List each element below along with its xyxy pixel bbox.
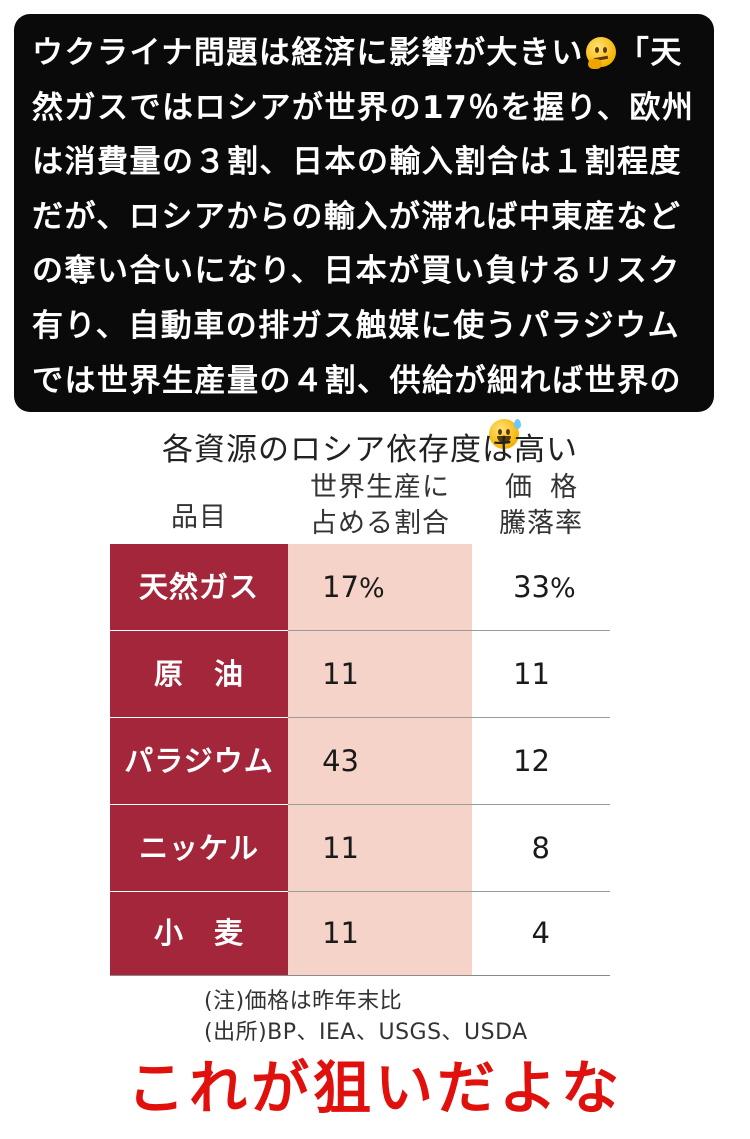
share-value: 11 [322, 657, 359, 691]
row-divider [110, 717, 610, 718]
item-cell: パラジウム [124, 744, 274, 778]
row-divider [110, 891, 610, 892]
table-row: ニッケル 11 8 [110, 805, 610, 891]
share-unit: % [359, 573, 385, 604]
header-price-line1: 価格 [505, 472, 595, 503]
share-value: 43 [322, 744, 359, 778]
item-column-background [110, 544, 288, 976]
caption-overlay: ウクライナ問題は経済に影響が大きい 「天然ガスではロシアが世界の17％を握り、欧州… [14, 14, 714, 453]
header-item-label: 品目 [171, 502, 227, 533]
share-cell: 11 [288, 805, 472, 891]
price-value: 4 [531, 916, 550, 950]
table-row: 天然ガス 17% 33% [110, 544, 610, 630]
item-cell: ニッケル [138, 831, 259, 865]
price-cell: 12 [472, 718, 610, 804]
footer-comment: これが狙いだよな [126, 1054, 623, 1122]
caption-text: ウクライナ問題は経済に影響が大きい 「天然ガスではロシアが世界の17％を握り、欧州… [32, 26, 700, 463]
share-cell: 11 [288, 890, 472, 976]
price-value: 33 [513, 570, 550, 604]
price-value: 12 [513, 744, 550, 778]
price-cell: 8 [472, 805, 610, 891]
share-cell: 11 [288, 631, 472, 717]
share-column-background [288, 544, 472, 976]
table-bottom-border [110, 975, 610, 976]
price-value: 11 [513, 657, 550, 691]
share-cell: 43 [288, 718, 472, 804]
caption-text-part1: ウクライナ問題は経済に影響が大きい [32, 35, 584, 71]
share-value: 11 [322, 916, 359, 950]
table-row: 小 麦 11 4 [110, 890, 610, 976]
header-share-line1: 世界生産に [310, 472, 450, 503]
item-cell: 原 油 [153, 657, 244, 691]
header-share: 世界生産に 占める割合 [288, 470, 472, 542]
price-column-background [472, 544, 610, 976]
figure-notes: (注)価格は昨年末比 (出所)BP、IEA、USGS、USDA [204, 986, 528, 1048]
dependency-table: 天然ガス 17% 33% 原 油 11 11 パラジウム 43 12 ニッケル … [110, 544, 610, 976]
price-cell: 4 [472, 890, 610, 976]
price-cell: 11 [472, 631, 610, 717]
source-text: (出所)BP、IEA、USGS、USDA [204, 1020, 528, 1045]
caption-text-part2: 「天然ガスではロシアが世界の17％を握り、欧州は消費量の３割、日本の輸入割合は１… [32, 35, 695, 454]
figure-title: 各資源のロシア依存度は高い [162, 432, 578, 468]
row-divider [110, 630, 610, 631]
item-cell: 小 麦 [153, 916, 244, 950]
table-row: 原 油 11 11 [110, 631, 610, 717]
grinning-sweat-face-icon [489, 419, 521, 450]
share-value: 11 [322, 831, 359, 865]
header-price-line2: 騰落率 [499, 508, 583, 539]
header-price: 価格 騰落率 [472, 470, 610, 542]
row-divider [110, 804, 610, 805]
header-item: 品目 [110, 500, 288, 536]
table-row: パラジウム 43 12 [110, 718, 610, 804]
thinking-face-icon [585, 37, 616, 69]
price-value: 8 [531, 831, 550, 865]
item-cell: 天然ガス [138, 570, 259, 604]
price-unit: % [550, 573, 576, 604]
price-cell: 33% [472, 544, 610, 630]
share-cell: 17% [288, 544, 472, 630]
share-value: 17 [322, 570, 359, 604]
note-text: (注)価格は昨年末比 [204, 989, 403, 1014]
header-share-line2: 占める割合 [310, 508, 450, 539]
